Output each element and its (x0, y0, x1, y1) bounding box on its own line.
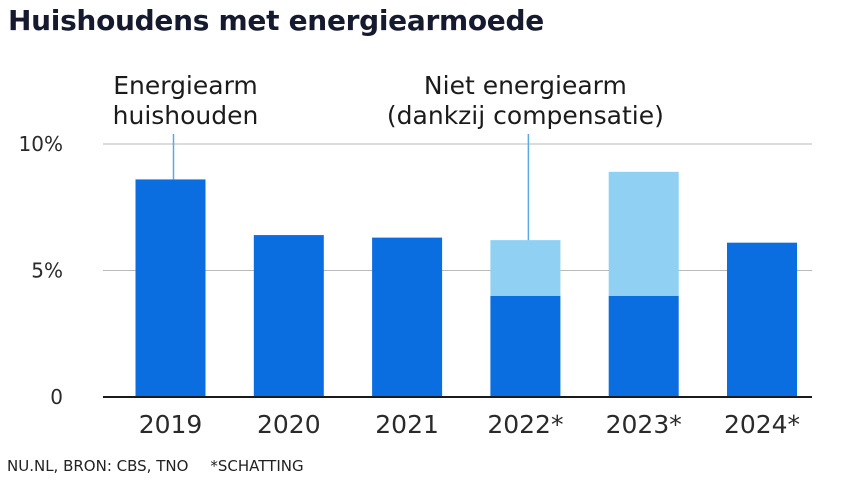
x-tick-label: 2022* (487, 410, 563, 439)
y-axis-ticks: 0 5% 10% (19, 132, 63, 409)
x-axis-ticks: 2019 2020 2021 2022* 2023* 2024* (139, 410, 800, 439)
y-tick-label: 10% (19, 132, 63, 156)
bar-energiearm (727, 242, 797, 397)
annotation-text: Niet energiearm (424, 71, 627, 100)
y-tick-label: 5% (31, 259, 63, 283)
annotation-text: (dankzij compensatie) (387, 101, 664, 130)
source-credit: NU.NL, BRON: CBS, TNO (7, 457, 189, 475)
y-tick-label: 0 (50, 385, 63, 409)
chart-title: Huishoudens met energiearmoede (8, 4, 544, 37)
bar-niet-energiearm (608, 171, 679, 296)
x-tick-label: 2020 (257, 410, 321, 439)
bar-energiearm (135, 179, 206, 397)
bar-energiearm (253, 235, 324, 397)
x-tick-label: 2021 (375, 410, 439, 439)
bar-energiearm (490, 295, 561, 397)
gridlines (103, 143, 812, 271)
x-tick-label: 2024* (724, 410, 800, 439)
bar-energiearm (608, 295, 679, 397)
footer: NU.NL, BRON: CBS, TNO *SCHATTING (7, 457, 304, 475)
bars (135, 171, 797, 397)
x-tick-label: 2019 (139, 410, 203, 439)
estimate-note: *SCHATTING (210, 457, 304, 475)
annotation-text: huishouden (113, 101, 259, 130)
bar-niet-energiearm (490, 240, 561, 296)
bar-energiearm (372, 237, 443, 397)
annotation-text: Energiearm (113, 71, 258, 100)
x-tick-label: 2023* (606, 410, 682, 439)
